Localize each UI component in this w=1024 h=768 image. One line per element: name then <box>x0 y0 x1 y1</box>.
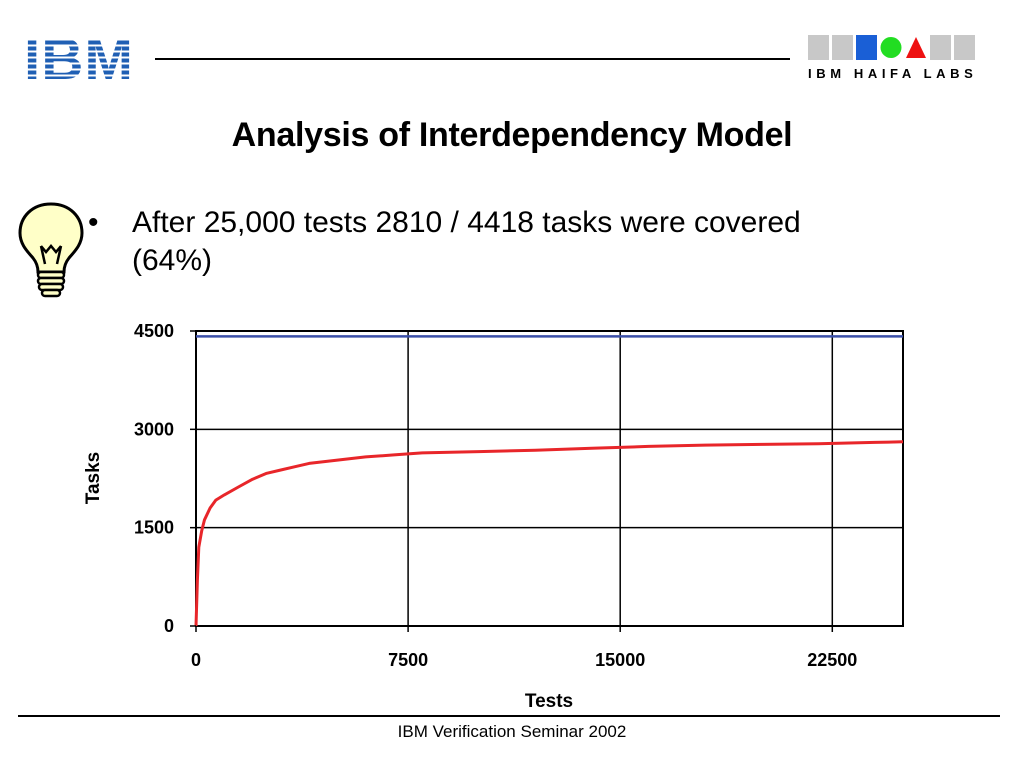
chart-svg: 0 1500 3000 4500 0 7500 15000 22500 Tests Tasks <box>83 321 904 712</box>
lightbulb-icon <box>16 200 86 305</box>
plot-area <box>195 330 904 627</box>
red-triangle-icon <box>905 35 927 60</box>
green-circle-icon <box>880 35 902 60</box>
footer-text: IBM Verification Seminar 2002 <box>397 722 627 741</box>
haifa-labs-logo: IBM HAIFA LABS <box>808 35 1000 81</box>
x-tick-label: 15000 <box>595 650 645 670</box>
gray-square-icon <box>930 35 951 60</box>
y-tick-label: 1500 <box>134 518 174 538</box>
gray-square-icon <box>808 35 829 60</box>
ibm-logo: IBM <box>22 27 136 92</box>
ibm-logo-text: IBM <box>24 34 134 82</box>
chart-series <box>194 335 904 627</box>
covered-tasks-line <box>194 440 904 627</box>
chart-ticks: 0 1500 3000 4500 0 7500 15000 22500 <box>134 321 857 670</box>
slide-title: Analysis of Interdependency Model <box>231 116 793 154</box>
y-axis-label: Tasks <box>83 452 104 504</box>
blue-square-icon <box>856 35 877 60</box>
bullet-text: After 25,000 tests 2810 / 4418 tasks wer… <box>132 204 922 280</box>
haifa-labs-text: IBM HAIFA LABS <box>808 66 978 81</box>
y-tick-label: 0 <box>164 616 174 636</box>
x-tick-label: 7500 <box>388 650 428 670</box>
footer-divider <box>18 715 1000 717</box>
y-tick-label: 4500 <box>134 321 174 341</box>
x-axis-label: Tests <box>525 691 573 710</box>
header-divider <box>155 58 790 60</box>
x-tick-label: 0 <box>191 650 201 670</box>
gray-square-icon <box>832 35 853 60</box>
coverage-chart: 0 1500 3000 4500 0 7500 15000 22500 Tests Tasks <box>0 300 1024 715</box>
gray-square-icon <box>954 35 975 60</box>
bullet-line-2: (64%) <box>132 244 213 277</box>
y-tick-label: 3000 <box>134 419 174 439</box>
bullet-line-1: After 25,000 tests 2810 / 4418 tasks wer… <box>132 206 801 239</box>
x-tick-label: 22500 <box>807 650 857 670</box>
chart-grid <box>195 330 903 627</box>
bullet-marker: • <box>88 206 99 239</box>
